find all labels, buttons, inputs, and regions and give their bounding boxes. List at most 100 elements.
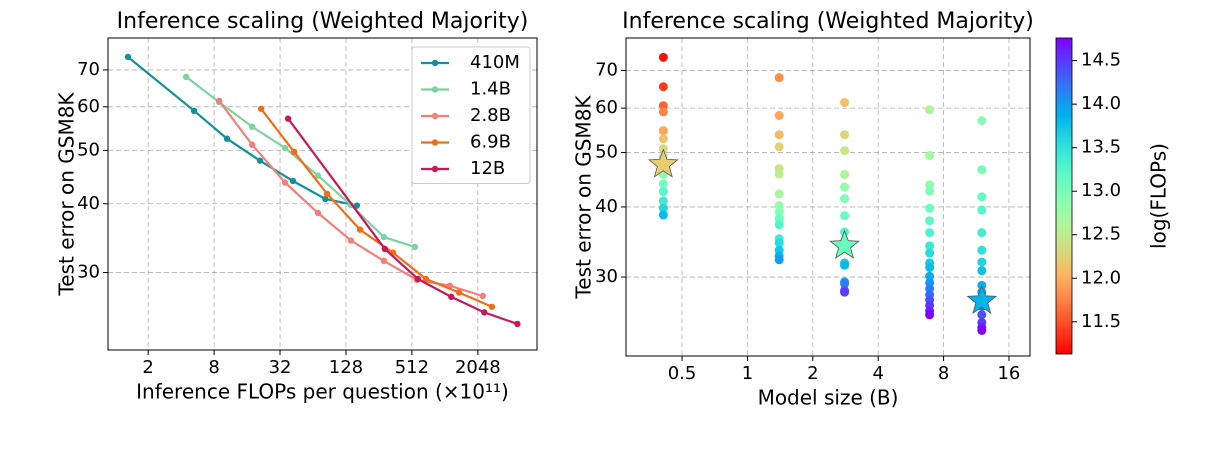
- data-point: [840, 146, 850, 156]
- colorbar-tick-label: 12.5: [1081, 224, 1121, 245]
- data-point: [840, 279, 850, 289]
- data-point: [774, 207, 784, 217]
- data-point: [658, 187, 668, 197]
- data-point: [840, 211, 850, 221]
- data-point: [658, 134, 668, 144]
- y-tick-label: 30: [77, 262, 100, 283]
- y-axis-label: Test error on GSM8K: [572, 95, 596, 300]
- data-point: [840, 287, 850, 297]
- star-marker: [966, 284, 998, 315]
- legend-marker: [431, 112, 439, 120]
- colorbar-tick-label: 11.5: [1081, 311, 1121, 332]
- x-tick-label: 1: [742, 363, 753, 384]
- data-point: [658, 107, 668, 117]
- data-point: [840, 97, 850, 107]
- legend-marker: [431, 165, 439, 173]
- data-point: [977, 228, 987, 238]
- plot-frame: [625, 37, 1031, 357]
- data-point: [322, 195, 329, 203]
- data-point: [190, 107, 198, 115]
- data-point: [356, 226, 364, 233]
- data-point: [381, 245, 389, 253]
- legend-marker: [431, 59, 439, 67]
- data-point: [840, 194, 850, 204]
- colorbar-tick-label: 13.0: [1081, 180, 1121, 201]
- data-point: [323, 190, 331, 198]
- data-point: [774, 189, 784, 199]
- x-tick-label: 8: [208, 357, 219, 378]
- data-point: [481, 309, 488, 316]
- y-tick-label: 40: [595, 196, 618, 217]
- colorbar: [1055, 37, 1073, 355]
- y-axis-label: Test error on GSM8K: [55, 92, 79, 297]
- data-point: [658, 196, 668, 206]
- colorbar-tick-label: 13.5: [1081, 137, 1121, 158]
- data-point: [124, 53, 132, 61]
- data-point: [248, 123, 256, 130]
- x-tick-label: 32: [269, 357, 292, 378]
- data-point: [977, 266, 987, 276]
- colorbar-tick-label: 14.5: [1081, 50, 1121, 71]
- plot-frame: [107, 37, 538, 351]
- data-point: [182, 73, 190, 81]
- y-tick-label: 50: [595, 142, 618, 163]
- legend-marker: [431, 139, 439, 146]
- data-point: [411, 243, 419, 251]
- data-point: [977, 116, 987, 126]
- data-point: [977, 192, 987, 202]
- data-point: [257, 105, 265, 112]
- data-point: [774, 142, 784, 152]
- legend-label: 410M: [470, 52, 520, 73]
- series-line: [260, 108, 493, 308]
- y-tick-label: 70: [595, 60, 618, 81]
- y-tick-label: 40: [77, 193, 100, 214]
- data-point: [488, 303, 496, 310]
- star-marker: [648, 148, 679, 178]
- data-point: [215, 97, 223, 105]
- y-tick-label: 50: [77, 139, 100, 160]
- data-point: [925, 262, 935, 272]
- data-point: [314, 209, 322, 217]
- x-tick-label: 4: [872, 363, 883, 384]
- data-point: [658, 179, 668, 189]
- legend-marker: [431, 86, 439, 93]
- data-point: [380, 233, 388, 241]
- colorbar-tick-label: 14.0: [1081, 93, 1121, 114]
- data-point: [774, 130, 784, 140]
- data-point: [658, 210, 668, 220]
- data-point: [658, 82, 668, 92]
- y-tick-label: 30: [595, 266, 618, 287]
- data-point: [925, 180, 935, 190]
- data-point: [248, 141, 256, 148]
- series-line: [287, 117, 518, 325]
- x-tick-label: 2048: [455, 357, 501, 378]
- data-point: [290, 148, 298, 156]
- data-point: [925, 310, 935, 320]
- legend-label: 6.9B: [470, 132, 511, 153]
- data-point: [479, 292, 486, 300]
- data-point: [977, 245, 987, 255]
- data-point: [658, 52, 668, 62]
- data-point: [281, 144, 289, 152]
- data-point: [658, 126, 668, 136]
- data-point: [977, 310, 987, 320]
- x-tick-label: 2: [142, 357, 153, 378]
- y-tick-label: 60: [595, 97, 618, 118]
- data-point: [925, 271, 935, 281]
- star-marker: [829, 229, 860, 259]
- x-axis-label: Model size (B): [758, 386, 899, 410]
- data-point: [925, 241, 935, 251]
- data-point: [347, 237, 355, 244]
- data-point: [284, 115, 292, 122]
- data-point: [422, 275, 430, 283]
- data-point: [514, 320, 521, 328]
- data-point: [925, 228, 935, 238]
- data-point: [925, 186, 935, 196]
- data-point: [774, 238, 784, 248]
- data-point: [925, 150, 935, 160]
- data-point: [774, 169, 784, 179]
- data-point: [977, 325, 987, 335]
- data-point: [840, 130, 850, 140]
- chart-title: Inference scaling (Weighted Majority): [622, 9, 1034, 34]
